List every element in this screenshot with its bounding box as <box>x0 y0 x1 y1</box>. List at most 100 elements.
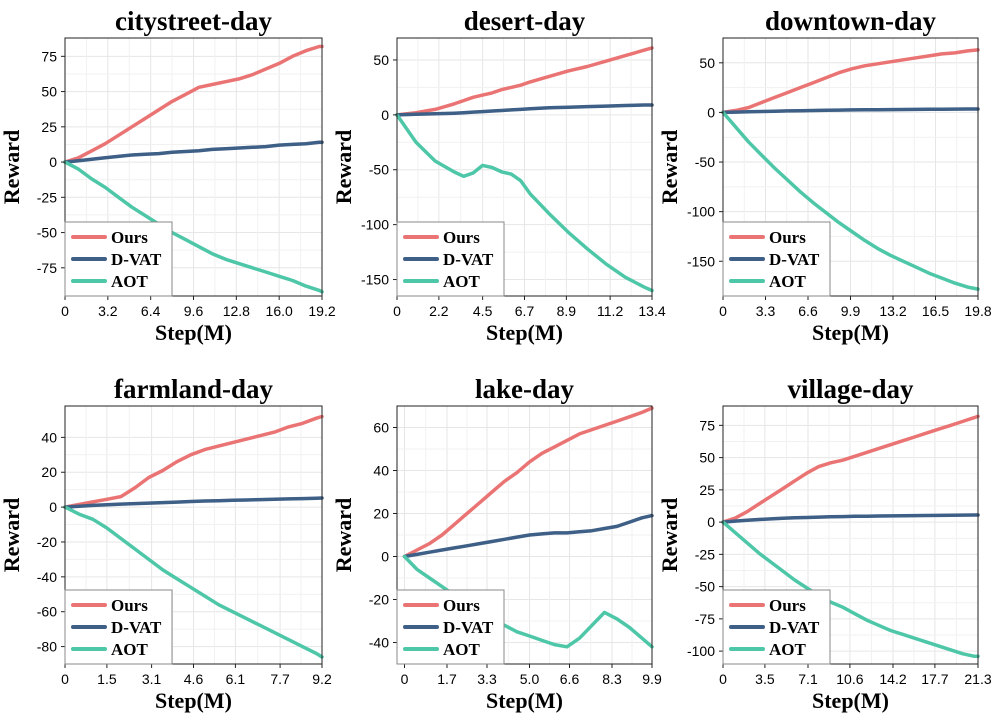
y-tick-label: 0 <box>381 549 389 565</box>
y-axis-label: Reward <box>0 498 24 573</box>
series-line-Ours <box>721 414 980 524</box>
y-tick-label: -25 <box>37 189 57 205</box>
x-tick-label: 11.2 <box>597 303 623 319</box>
x-tick-label: 12.8 <box>223 303 250 319</box>
series-line-AOT <box>721 110 980 291</box>
x-tick-label: 21.3 <box>964 671 991 687</box>
x-tick-label: 5.0 <box>520 671 540 687</box>
x-tick-label: 4.5 <box>473 303 493 319</box>
plot-frame <box>722 405 979 665</box>
legend: Ours D-VAT AOT <box>396 589 505 665</box>
y-tick-label: -40 <box>369 635 389 651</box>
y-tick-label: -75 <box>695 611 715 627</box>
legend-label: Ours <box>769 228 806 247</box>
x-axis-label: Step(M) <box>812 320 889 345</box>
x-axis-label: Step(M) <box>812 688 889 713</box>
x-tick-label: 8.3 <box>602 671 622 687</box>
legend-label: D-VAT <box>443 250 494 269</box>
x-tick-label: 3.3 <box>756 303 776 319</box>
x-tick-label: 1.7 <box>437 671 457 687</box>
y-axis-label: Reward <box>657 498 682 573</box>
x-tick-label: 2.2 <box>429 303 449 319</box>
x-tick-label: 6.6 <box>798 303 818 319</box>
series-line-AOT <box>63 160 324 294</box>
chart-title: desert-day <box>464 6 586 36</box>
y-tick-label: -75 <box>37 260 57 276</box>
legend-label: AOT <box>769 272 807 291</box>
x-tick-label: 9.9 <box>841 303 861 319</box>
series-line-AOT <box>395 113 654 293</box>
x-tick-label: 16.0 <box>266 303 293 319</box>
x-tick-label: 4.6 <box>184 671 204 687</box>
y-axis-label: Reward <box>0 130 24 205</box>
x-tick-label: 14.2 <box>879 671 906 687</box>
legend-label: AOT <box>443 272 481 291</box>
y-tick-label: 75 <box>699 417 715 433</box>
y-axis-label: Reward <box>657 130 682 205</box>
x-tick-label: 3.3 <box>477 671 497 687</box>
legend-label: D-VAT <box>769 618 820 637</box>
y-tick-label: -100 <box>687 643 715 659</box>
legend-label: AOT <box>769 640 807 659</box>
y-tick-label: 0 <box>707 104 715 120</box>
x-tick-label: 19.8 <box>964 303 991 319</box>
y-tick-label: -50 <box>37 225 57 241</box>
y-tick-label: 60 <box>373 420 389 436</box>
series-line-AOT <box>402 554 654 649</box>
y-tick-label: 20 <box>373 506 389 522</box>
chart-village-day: 0 3.5 7.1 10.6 14.2 17.7 21.3 75 50 25 0 -25 -50 -75 -… <box>657 374 992 713</box>
y-tick-label: -50 <box>369 162 389 178</box>
x-tick-label: 10.6 <box>836 671 863 687</box>
y-axis-label: Reward <box>331 130 356 205</box>
plot-frame <box>396 405 653 665</box>
x-tick-label: 16.5 <box>922 303 949 319</box>
chart-title: farmland-day <box>114 374 274 404</box>
legend-label: D-VAT <box>111 618 162 637</box>
y-tick-label: 25 <box>699 482 715 498</box>
y-tick-label: 50 <box>373 52 389 68</box>
legend: Ours D-VAT AOT <box>722 221 831 297</box>
y-axis-label: Reward <box>331 498 356 573</box>
y-tick-label: -100 <box>361 217 389 233</box>
y-tick-label: 0 <box>381 107 389 123</box>
series-line-D-VAT <box>63 140 324 164</box>
series-line-Ours <box>721 48 980 115</box>
x-tick-label: 13.2 <box>879 303 906 319</box>
x-tick-label: 6.1 <box>226 671 246 687</box>
x-tick-label: 0 <box>719 671 727 687</box>
legend-label: Ours <box>769 596 806 615</box>
chart-title: village-day <box>788 374 914 404</box>
series-line-AOT <box>721 520 980 659</box>
legend-label: D-VAT <box>111 250 162 269</box>
x-tick-label: 0 <box>393 303 401 319</box>
x-tick-label: 19.2 <box>308 303 335 319</box>
legend-label: D-VAT <box>443 618 494 637</box>
x-tick-label: 7.7 <box>270 671 290 687</box>
x-tick-label: 8.9 <box>557 303 577 319</box>
legend-label: Ours <box>111 228 148 247</box>
legend-label: Ours <box>443 228 480 247</box>
chart-title: citystreet-day <box>115 6 272 36</box>
y-tick-label: 50 <box>41 84 57 100</box>
y-tick-label: 40 <box>41 429 57 445</box>
x-tick-label: 6.6 <box>560 671 580 687</box>
x-tick-label: 3.2 <box>98 303 118 319</box>
chart-downtown-day: 0 3.3 6.6 9.9 13.2 16.5 19.8 50 0 -50 -100 -150 down… <box>657 6 992 345</box>
x-tick-label: 0 <box>61 303 69 319</box>
x-tick-label: 9.9 <box>642 671 662 687</box>
chart-desert-day: 0 2.2 4.5 6.7 8.9 11.2 13.4 50 0 -50 -100 -150 deser… <box>331 6 666 345</box>
x-tick-label: 7.1 <box>798 671 818 687</box>
y-tick-label: -150 <box>361 272 389 288</box>
series-line-D-VAT <box>721 513 980 524</box>
y-tick-label: -50 <box>695 154 715 170</box>
y-tick-label: -60 <box>37 604 57 620</box>
legend-label: Ours <box>443 596 480 615</box>
x-tick-label: 0 <box>719 303 727 319</box>
x-axis-label: Step(M) <box>486 688 563 713</box>
y-tick-label: -80 <box>37 639 57 655</box>
legend: Ours D-VAT AOT <box>64 221 173 297</box>
series-line-D-VAT <box>63 496 324 509</box>
y-tick-label: -25 <box>695 546 715 562</box>
legend-label: D-VAT <box>769 250 820 269</box>
